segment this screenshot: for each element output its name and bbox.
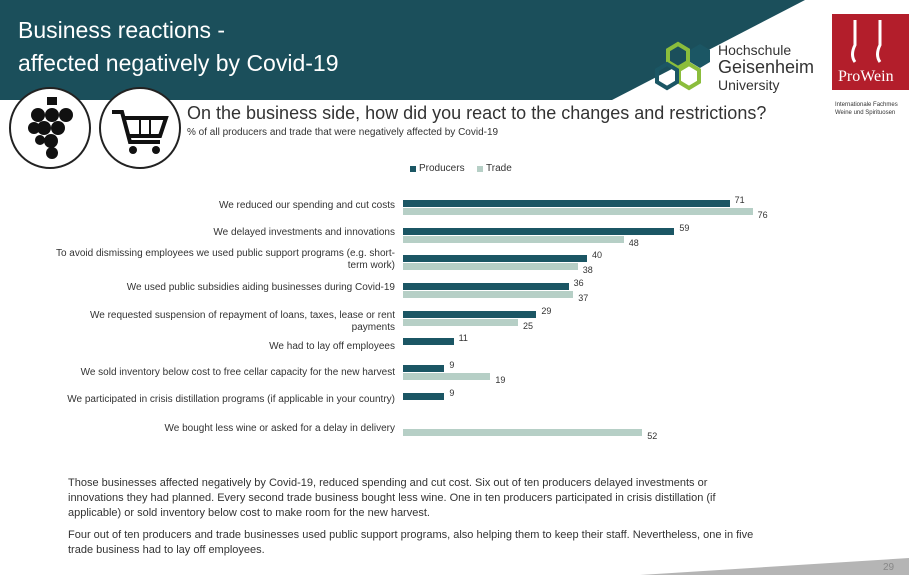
value-label: 40: [592, 250, 603, 260]
grapes: [28, 97, 73, 159]
bar: [403, 228, 675, 235]
uni-name: University: [718, 77, 780, 93]
legend-swatch: [410, 166, 416, 172]
fair-sub: Internationale Fachmes: [835, 102, 898, 108]
category-label: We requested suspension of repayment of …: [90, 310, 395, 333]
legend-swatch: [477, 166, 483, 172]
value-label: 71: [734, 195, 745, 205]
bar: [403, 263, 578, 270]
category-label: We reduced our spending and cut costs: [218, 200, 395, 211]
bar: [403, 208, 753, 215]
category-label: We delayed investments and innovations: [213, 227, 395, 238]
value-label: 38: [582, 265, 593, 275]
value-label: 76: [757, 210, 768, 220]
bar: [403, 283, 569, 290]
slide-title: affected negatively by Covid-19: [18, 50, 339, 76]
bar: [403, 255, 587, 262]
value-label: 9: [449, 388, 455, 398]
fair-logo: [832, 14, 909, 90]
bar: [403, 319, 518, 326]
header-band: [0, 0, 805, 100]
chart-subtitle: % of all producers and trade that were n…: [187, 127, 499, 138]
value-label: 19: [495, 375, 506, 385]
value-label: 29: [541, 306, 552, 316]
category-label: We sold inventory below cost to free cel…: [80, 367, 395, 378]
uni-name: Geisenheim: [718, 57, 815, 77]
page-number: 29: [883, 562, 895, 573]
uni-name: Hochschule: [718, 42, 792, 58]
bar: [403, 338, 454, 345]
value-label: 11: [458, 333, 468, 343]
bar: [403, 200, 730, 207]
note: Four out of ten producers and trade busi…: [68, 529, 754, 556]
bar: [403, 311, 537, 318]
category-label: We participated in crisis distillation p…: [67, 394, 395, 405]
bar: [403, 393, 445, 400]
bar: [403, 365, 445, 372]
value-label: 37: [578, 293, 589, 303]
category-label: We had to lay off employees: [269, 341, 395, 352]
bar: [403, 236, 624, 243]
chart-title: On the business side, how did you react …: [187, 103, 767, 123]
legend-label: Producers: [419, 163, 465, 174]
category-label: We used public subsidies aiding business…: [126, 282, 395, 293]
value-label: 59: [679, 223, 690, 233]
bar: [403, 291, 574, 298]
legend-label: Trade: [486, 163, 512, 174]
value-label: 25: [523, 321, 534, 331]
note: Those businesses affected negatively by …: [68, 477, 716, 519]
value-label: 52: [647, 431, 658, 441]
cart: [112, 110, 169, 144]
fair-name: ProWein: [838, 68, 894, 85]
bar: [403, 429, 643, 436]
slide-title: Business reactions -: [18, 17, 226, 43]
value-label: 36: [573, 278, 584, 288]
fair-bottles: [851, 20, 882, 63]
bar: [403, 373, 491, 380]
uni-logo: [655, 41, 710, 91]
value-label: 9: [449, 360, 455, 370]
footer-wedge: [640, 558, 909, 575]
value-label: 48: [628, 238, 639, 248]
category-label: To avoid dismissing employees we used pu…: [55, 248, 395, 271]
category-label: We bought less wine or asked for a delay…: [164, 423, 396, 434]
fair-sub: Weine und Spirituosen: [835, 110, 896, 116]
